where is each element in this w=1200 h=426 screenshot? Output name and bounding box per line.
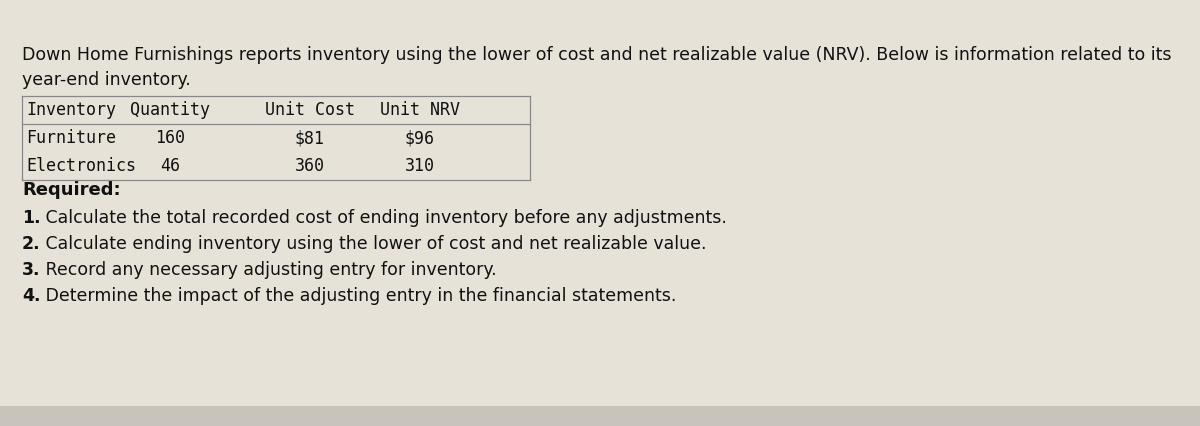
Text: 1.: 1. [22, 209, 41, 227]
Text: Quantity: Quantity [130, 101, 210, 119]
Text: Calculate ending inventory using the lower of cost and net realizable value.: Calculate ending inventory using the low… [40, 235, 707, 253]
Text: Furniture: Furniture [26, 129, 116, 147]
Text: Electronics: Electronics [26, 157, 136, 175]
Text: Unit Cost: Unit Cost [265, 101, 355, 119]
Text: 160: 160 [155, 129, 185, 147]
Text: $96: $96 [406, 129, 436, 147]
Text: Record any necessary adjusting entry for inventory.: Record any necessary adjusting entry for… [40, 261, 497, 279]
Text: 2.: 2. [22, 235, 41, 253]
Text: Unit NRV: Unit NRV [380, 101, 460, 119]
Text: 46: 46 [160, 157, 180, 175]
Text: Calculate the total recorded cost of ending inventory before any adjustments.: Calculate the total recorded cost of end… [40, 209, 727, 227]
Text: year-end inventory.: year-end inventory. [22, 71, 191, 89]
Text: Required:: Required: [22, 181, 121, 199]
Text: Inventory: Inventory [26, 101, 116, 119]
Text: 4.: 4. [22, 287, 41, 305]
Text: 310: 310 [406, 157, 436, 175]
Text: 360: 360 [295, 157, 325, 175]
Text: 3.: 3. [22, 261, 41, 279]
Text: $81: $81 [295, 129, 325, 147]
Text: Determine the impact of the adjusting entry in the financial statements.: Determine the impact of the adjusting en… [40, 287, 677, 305]
Text: Down Home Furnishings reports inventory using the lower of cost and net realizab: Down Home Furnishings reports inventory … [22, 46, 1171, 64]
